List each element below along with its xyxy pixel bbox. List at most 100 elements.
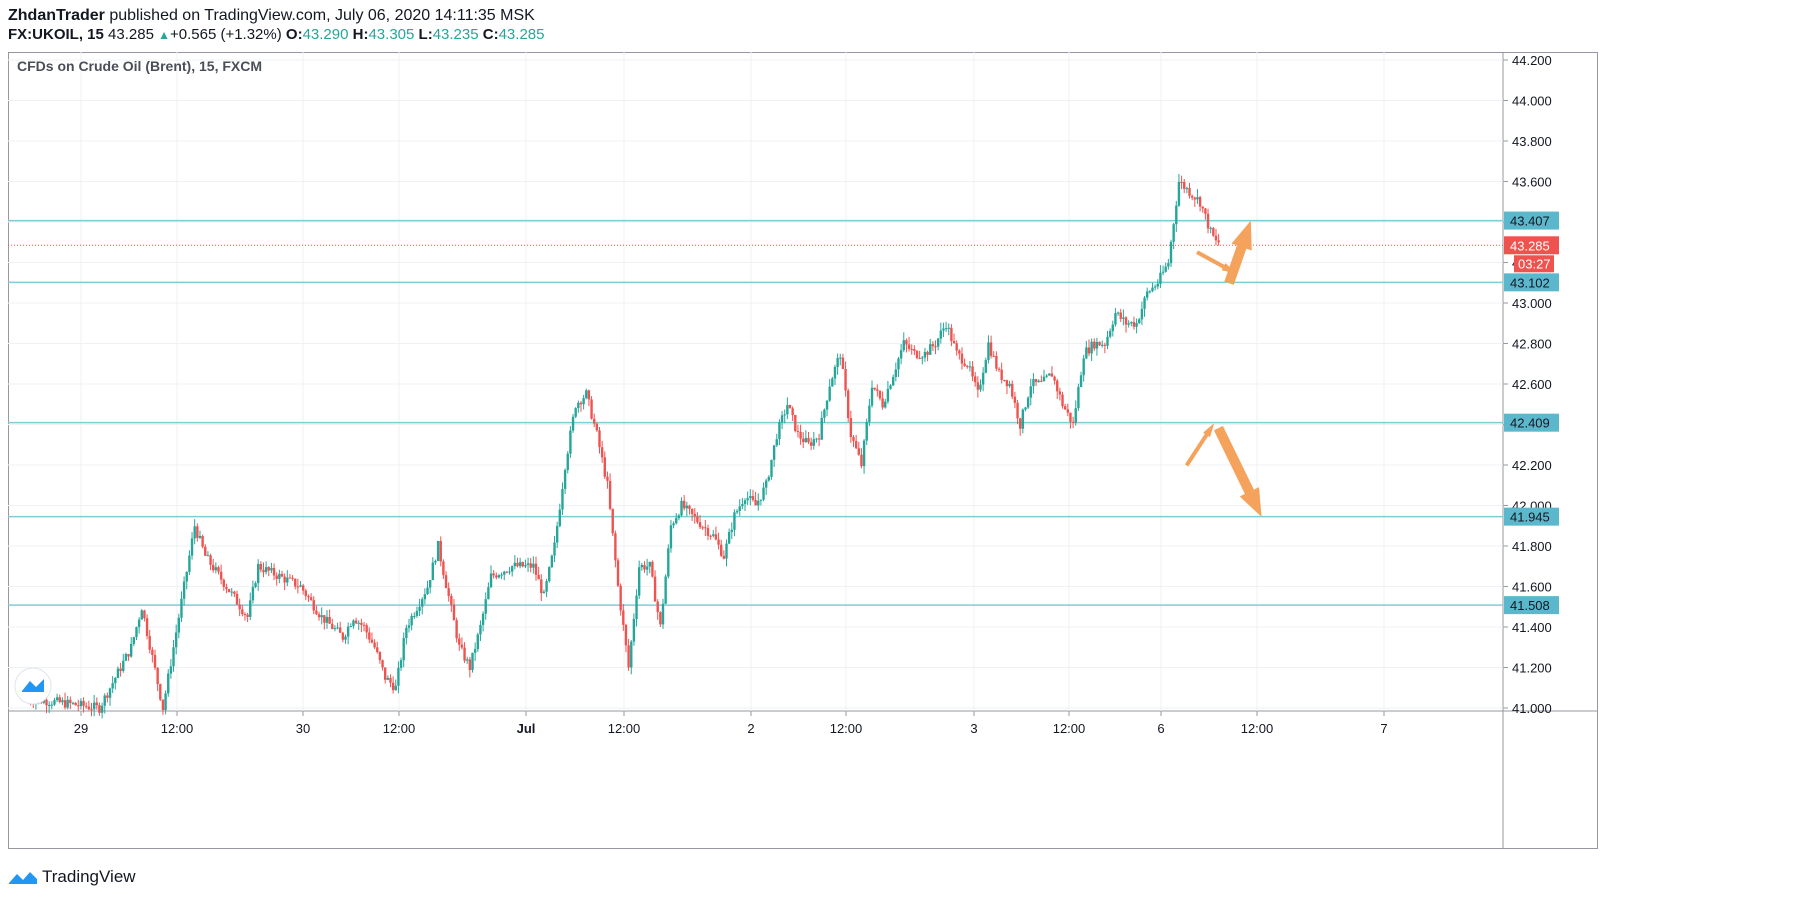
- candle-body: [569, 430, 572, 454]
- candle-body: [1045, 375, 1048, 377]
- candle-body: [886, 388, 890, 402]
- candle-body: [460, 644, 464, 648]
- candle-body: [386, 677, 390, 680]
- candle-body: [913, 349, 916, 351]
- candle-body: [809, 442, 813, 446]
- candle-body: [1130, 322, 1133, 324]
- candle-body: [1101, 344, 1104, 346]
- candle-body: [1085, 347, 1088, 359]
- candle-body: [423, 594, 427, 600]
- footer-brand[interactable]: TradingView: [42, 867, 136, 886]
- candle-body: [1021, 409, 1025, 429]
- candle-body: [399, 660, 403, 668]
- candle-body: [593, 418, 596, 424]
- y-tick-label: 43.800: [1512, 134, 1552, 149]
- candle-body: [1164, 266, 1167, 272]
- candle-body: [370, 639, 374, 643]
- candle-body: [61, 700, 64, 703]
- countdown-label-bg: [1514, 255, 1554, 273]
- candle-body: [339, 627, 342, 633]
- candle-body: [770, 459, 773, 477]
- candle-body: [677, 515, 681, 519]
- candle-body: [788, 404, 792, 409]
- candle-body: [717, 539, 720, 545]
- candle-body: [1008, 383, 1011, 387]
- x-tick-label: 2: [747, 721, 754, 736]
- tradingview-logo-button[interactable]: [14, 667, 52, 705]
- y-tick-label: 44.000: [1512, 94, 1552, 109]
- candle-body: [405, 627, 408, 639]
- candle-body: [53, 700, 56, 705]
- candle-body: [1037, 380, 1040, 383]
- candle-body: [1018, 418, 1022, 429]
- candle-body: [794, 415, 797, 432]
- footer: TradingView: [8, 867, 136, 887]
- candle-body: [219, 571, 223, 580]
- candle-body: [627, 645, 630, 668]
- candle-body: [1156, 283, 1159, 287]
- candle-body: [775, 439, 778, 446]
- candle-body: [1040, 380, 1043, 382]
- time-axis[interactable]: 29 12:00 30 12:00 Jul 12:00 2 12:00 3 12:00 6 12:00…: [74, 711, 1388, 736]
- candle-body: [230, 591, 233, 593]
- y-tick-label: 41.200: [1512, 661, 1552, 676]
- candle-body: [802, 438, 805, 443]
- publish-text: published on TradingView.com, July 06, 2…: [109, 7, 535, 24]
- candle-body: [389, 677, 392, 683]
- candle-body: [1193, 197, 1197, 200]
- candle-body: [529, 563, 532, 568]
- candle-body: [365, 625, 368, 633]
- candle-body: [839, 357, 842, 359]
- candle-body: [791, 408, 794, 416]
- triangle-up-icon: ▲: [158, 28, 170, 42]
- candle-body: [447, 588, 450, 596]
- candle-body: [508, 571, 511, 573]
- candle-body: [807, 437, 810, 443]
- drawing-arrows[interactable]: [1185, 221, 1262, 517]
- candle-body: [413, 615, 416, 617]
- candle-body: [1124, 317, 1128, 325]
- candle-body: [1011, 383, 1014, 397]
- candle-body: [685, 505, 689, 509]
- candle-body: [1048, 373, 1051, 376]
- candle-body: [804, 437, 808, 443]
- candle-body: [151, 649, 154, 655]
- candle-body: [135, 627, 138, 638]
- author-name[interactable]: ZhdanTrader: [8, 7, 105, 24]
- candle-body: [1151, 287, 1154, 292]
- candle-body: [844, 369, 847, 391]
- candle-body: [1161, 271, 1165, 273]
- x-tick-label: Jul: [517, 721, 536, 736]
- candle-body: [1212, 227, 1215, 236]
- candle-body: [267, 567, 270, 571]
- candle-body: [735, 510, 739, 513]
- candle-body: [833, 367, 837, 379]
- chart-header: ZhdanTrader published on TradingView.com…: [8, 6, 544, 45]
- price-chart[interactable]: 41.00041.20041.40041.60041.80042.00042.2…: [8, 52, 1598, 849]
- candle-body: [974, 376, 977, 383]
- candle-body: [1127, 323, 1130, 325]
- candle-body: [894, 369, 898, 378]
- candle-body: [852, 437, 855, 441]
- candle-body: [325, 616, 329, 623]
- level-price-label: 43.407: [1510, 214, 1550, 229]
- candle-body: [291, 577, 294, 579]
- candle-body: [749, 496, 752, 499]
- candle-body: [963, 363, 966, 366]
- candle-body: [1217, 240, 1220, 243]
- last-price: 43.285: [108, 26, 154, 43]
- candle-body: [262, 569, 265, 573]
- level-price-label-bg: [1504, 596, 1559, 615]
- candle-body: [537, 574, 540, 580]
- close-label: C:: [482, 26, 499, 43]
- candle-body: [778, 422, 781, 440]
- candle-body: [341, 632, 345, 640]
- candle-body: [442, 561, 445, 576]
- candle-body: [249, 600, 252, 617]
- candle-body: [1169, 241, 1173, 264]
- level-price-label: 42.409: [1510, 416, 1550, 431]
- candle-body: [1148, 291, 1152, 293]
- candle-body: [1063, 406, 1067, 410]
- candle-body: [344, 636, 347, 640]
- candle-body: [103, 695, 106, 706]
